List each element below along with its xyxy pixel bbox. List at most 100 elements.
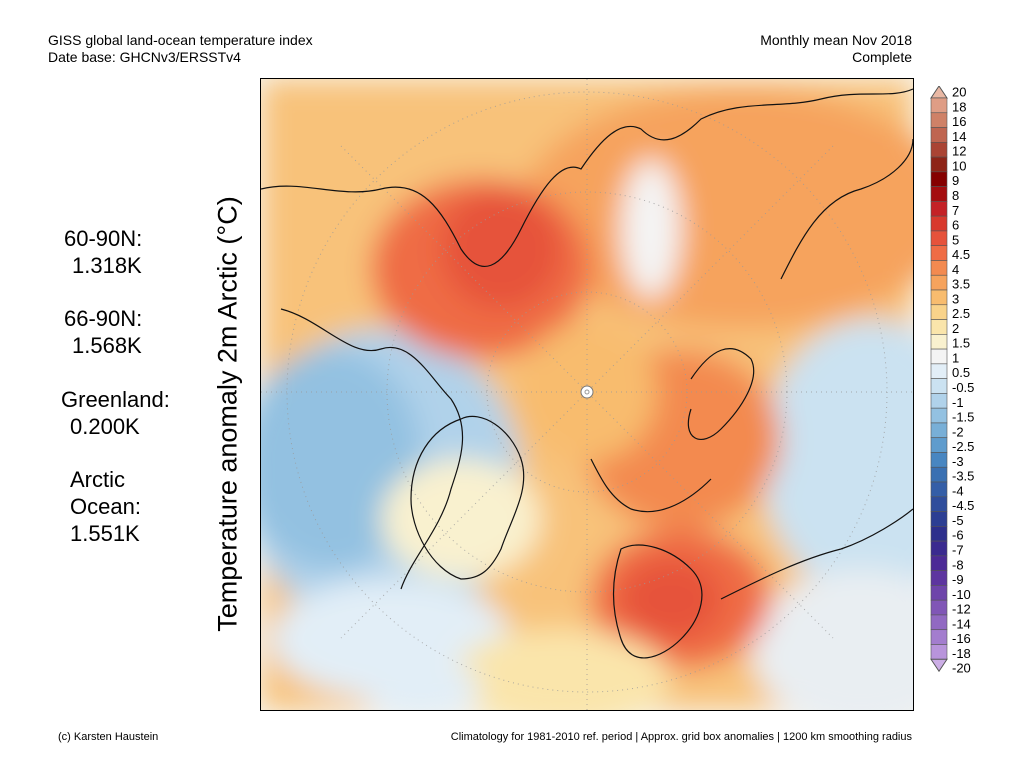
- colorbar-tick-label: 16: [952, 114, 966, 129]
- colorbar-box: [930, 526, 948, 542]
- colorbar-box: [930, 127, 948, 143]
- colorbar-box: [930, 466, 948, 483]
- colorbar-box: [930, 348, 948, 365]
- colorbar-box: [930, 540, 948, 557]
- dataset-title: GISS global land-ocean temperature index: [48, 32, 313, 48]
- colorbar-box: [930, 629, 948, 645]
- colorbar-tick-label: 2.5: [952, 306, 970, 321]
- credit-label: (c) Karsten Haustein: [58, 731, 159, 743]
- colorbar-box: [930, 230, 948, 246]
- colorbar-box: [930, 614, 948, 631]
- colorbar-box: [930, 511, 948, 527]
- colorbar-tick-label: -20: [952, 661, 971, 676]
- colorbar-tick-label: -9: [952, 572, 964, 587]
- colorbar-tick-label: 4.5: [952, 247, 970, 262]
- database-label: Date base: GHCNv3/ERSSTv4: [48, 49, 241, 65]
- colorbar-tick-label: -3.5: [952, 469, 974, 484]
- colorbar-boxes: [930, 86, 948, 673]
- colorbar-box: [930, 585, 948, 601]
- colorbar: 201816141210987654.543.532.521.510.5-0.5…: [930, 86, 974, 676]
- colorbar-tick-label: -0.5: [952, 380, 974, 395]
- colorbar-box: [930, 393, 948, 409]
- colorbar-box: [930, 496, 948, 512]
- colorbar-tick-label: -2: [952, 424, 964, 439]
- colorbar-tick-label: 6: [952, 218, 959, 233]
- colorbar-box: [930, 363, 948, 379]
- colorbar-tick-label: -2.5: [952, 439, 974, 454]
- colorbar-tick-label: -18: [952, 646, 971, 661]
- colorbar-box: [930, 378, 948, 394]
- colorbar-tick-label: 8: [952, 188, 959, 203]
- coastlines: [261, 88, 913, 659]
- colorbar-tick-label: 12: [952, 144, 966, 159]
- colorbar-tick-label: -8: [952, 557, 964, 572]
- colorbar-box: [930, 570, 948, 586]
- colorbar-box: [930, 156, 948, 173]
- colorbar-tick-label: 18: [952, 99, 966, 114]
- colorbar-tick-label: -1: [952, 395, 964, 410]
- colorbar-box: [930, 171, 948, 187]
- colorbar-box: [930, 422, 948, 439]
- colorbar-tick-label: 1: [952, 350, 959, 365]
- colorbar-box: [930, 201, 948, 217]
- stat-label-arctic: Arctic: [70, 467, 125, 492]
- colorbar-box: [930, 452, 948, 468]
- stat-value-arctic-ocean: 1.551K: [70, 521, 140, 546]
- colorbar-tick-label: -14: [952, 616, 971, 631]
- colorbar-tick-label: 14: [952, 129, 966, 144]
- colorbar-tick-label: 7: [952, 203, 959, 218]
- colorbar-box: [930, 437, 948, 453]
- header-right: Monthly mean Nov 2018 Complete: [760, 32, 912, 66]
- colorbar-tick-label: 2: [952, 321, 959, 336]
- anomaly-map: [261, 79, 913, 710]
- axis-label: Temperature anomaly 2m Arctic (°C): [212, 196, 243, 632]
- stat-label-66-90n: 66-90N:: [64, 306, 143, 331]
- header-left: GISS global land-ocean temperature index…: [48, 32, 313, 66]
- climatology-note: Climatology for 1981-2010 ref. period | …: [450, 731, 912, 743]
- colorbar-box: [930, 112, 948, 128]
- completeness-label: Complete: [852, 49, 912, 65]
- map-panel[interactable]: [260, 78, 914, 711]
- colorbar-tick-label: 3.5: [952, 277, 970, 292]
- stat-label-greenland: Greenland:: [61, 387, 170, 412]
- colorbar-box: [930, 644, 948, 660]
- colorbar-tick-label: -5: [952, 513, 964, 528]
- colorbar-box: [930, 289, 948, 306]
- colorbar-box: [930, 260, 948, 276]
- period-label: Monthly mean Nov 2018: [760, 32, 912, 48]
- colorbar-arrow-top: [930, 86, 948, 99]
- colorbar-box: [930, 319, 948, 335]
- colorbar-tick-label: -1.5: [952, 410, 974, 425]
- colorbar-box: [930, 97, 948, 114]
- colorbar-tick-label: -7: [952, 542, 964, 557]
- colorbar-tick-label: 0.5: [952, 365, 970, 380]
- colorbar-labels: 201816141210987654.543.532.521.510.5-0.5…: [952, 86, 974, 676]
- colorbar-tick-label: -12: [952, 602, 971, 617]
- colorbar-tick-label: -6: [952, 528, 964, 543]
- colorbar-tick-label: -16: [952, 631, 971, 646]
- colorbar-tick-label: 4: [952, 262, 959, 277]
- colorbar-box: [930, 274, 948, 291]
- colorbar-tick-label: 5: [952, 232, 959, 247]
- stat-label-ocean: Ocean:: [70, 494, 141, 519]
- colorbar-tick-label: -4: [952, 483, 964, 498]
- colorbar-tick-label: -4.5: [952, 498, 974, 513]
- colorbar-tick-label: 9: [952, 173, 959, 188]
- colorbar-box: [930, 304, 948, 320]
- colorbar-tick-label: 3: [952, 291, 959, 306]
- colorbar-box: [930, 142, 948, 158]
- stat-value-60-90n: 1.318K: [72, 253, 142, 278]
- colorbar-arrow-bottom: [930, 658, 948, 673]
- stat-value-66-90n: 1.568K: [72, 333, 142, 358]
- colorbar-tick-label: 10: [952, 158, 966, 173]
- colorbar-tick-label: -10: [952, 587, 971, 602]
- stat-label-60-90n: 60-90N:: [64, 226, 143, 251]
- colorbar-box: [930, 186, 948, 202]
- colorbar-box: [930, 481, 948, 498]
- colorbar-tick-label: -3: [952, 454, 964, 469]
- colorbar-tick-label: 20: [952, 86, 966, 100]
- colorbar-box: [930, 407, 948, 424]
- colorbar-box: [930, 555, 948, 571]
- colorbar-box: [930, 334, 948, 350]
- stat-value-greenland: 0.200K: [70, 414, 140, 439]
